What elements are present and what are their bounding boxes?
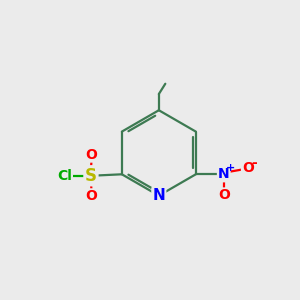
Text: O: O [85,189,98,203]
Text: N: N [218,167,230,181]
Text: -: - [251,155,257,170]
Text: Cl: Cl [57,169,72,183]
Text: N: N [152,188,165,203]
Text: O: O [85,148,98,162]
Text: S: S [85,167,97,185]
Text: O: O [242,161,254,175]
Text: O: O [218,188,230,203]
Text: +: + [226,163,235,173]
